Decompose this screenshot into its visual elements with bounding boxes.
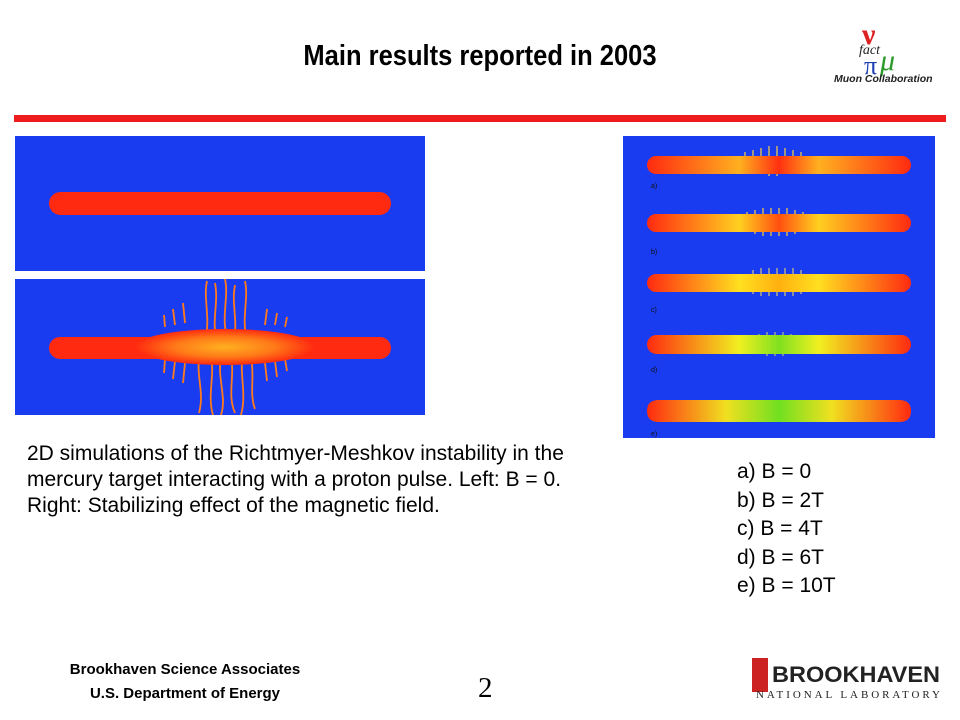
legend-item-d: d) B = 6T [737, 545, 824, 569]
legend-item-b: b) B = 2T [737, 488, 824, 512]
legend-item-e: e) B = 10T [737, 574, 836, 597]
case-e-label: e) [651, 431, 657, 438]
logo-nu-glyph: ν [861, 18, 876, 51]
case-c-jet [647, 274, 911, 292]
muon-collaboration-logo-icon: ν fact π μ Muon Collaboration [834, 18, 933, 85]
logo-pi-glyph: π [864, 51, 877, 80]
bnl-logo-name: BROOKHAVEN [772, 662, 940, 687]
simulation-caption: 2D simulations of the Richtmyer-Meshkov … [27, 442, 564, 517]
slide-title: Main results reported in 2003 [303, 40, 657, 72]
mercury-jet [49, 192, 391, 215]
page-number: 2 [478, 672, 493, 704]
case-a-label: a) [651, 183, 657, 190]
footer-org-line2: U.S. Department of Energy [89, 685, 281, 702]
case-e-jet [647, 400, 911, 422]
logo-mu-glyph: μ [879, 44, 895, 77]
title-divider [14, 115, 946, 122]
simulation-panel-initial [15, 136, 425, 271]
logo-accent-bar [752, 658, 768, 692]
footer-organization: Brookhaven Science Associates U.S. Depar… [30, 658, 340, 706]
logo-fact-text: fact [859, 43, 881, 58]
magnetic-field-legend: a) B = 0 b) B = 2T c) B = 4T d) B = 6T e… [737, 458, 836, 601]
case-c-label: c) [651, 307, 657, 314]
brookhaven-logo-icon: BROOKHAVEN NATIONAL LABORATORY [752, 658, 940, 701]
simulation-panel-magnetic-field: a) b) c) d) e) [623, 136, 935, 438]
case-b-jet [647, 214, 911, 232]
logo-muon-text: Muon Collaboration [834, 73, 933, 85]
case-a-jet [647, 156, 911, 174]
legend-item-c: c) B = 4T [737, 517, 823, 540]
simulation-panel-instability [15, 279, 425, 415]
bnl-logo-subtitle: NATIONAL LABORATORY [756, 689, 940, 701]
case-b-label: b) [651, 249, 657, 256]
legend-item-a: a) B = 0 [737, 460, 812, 483]
case-d-label: d) [651, 367, 657, 374]
footer-org-line1: Brookhaven Science Associates [69, 661, 301, 678]
case-d-jet [647, 335, 911, 354]
instability-core [135, 329, 315, 365]
